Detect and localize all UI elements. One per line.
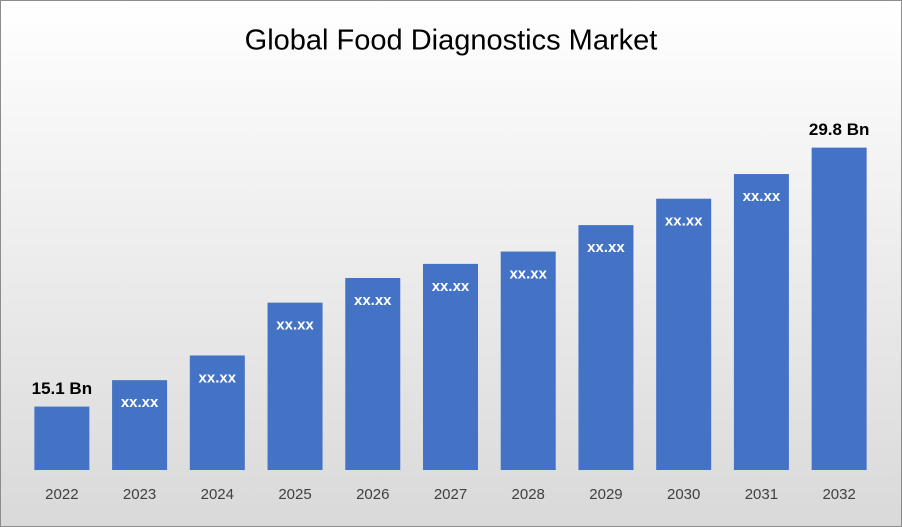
data-label: xx.xx [587, 239, 625, 256]
data-label: 15.1 Bn [32, 379, 92, 398]
data-label: xx.xx [509, 266, 547, 283]
data-label: xx.xx [743, 188, 781, 205]
data-label: xx.xx [354, 292, 392, 309]
data-label: xx.xx [432, 278, 470, 295]
chart-title: Global Food Diagnostics Market [245, 25, 658, 57]
bar [112, 380, 168, 470]
data-label: xx.xx [121, 394, 159, 411]
data-label: 29.8 Bn [809, 120, 869, 139]
data-label: xx.xx [199, 369, 237, 386]
x-tick-label: 2029 [589, 486, 622, 503]
x-tick-label: 2030 [667, 486, 700, 503]
bar [733, 174, 789, 471]
bar [578, 225, 634, 470]
x-tick-label: 2022 [45, 486, 78, 503]
x-tick-label: 2032 [822, 486, 855, 503]
x-tick-label: 2025 [278, 486, 311, 503]
bar [34, 406, 90, 470]
bar [423, 263, 478, 470]
bar [656, 198, 712, 471]
x-tick-label: 2024 [201, 486, 234, 503]
x-tick-label: 2028 [512, 486, 545, 503]
x-tick-label: 2027 [434, 486, 467, 503]
bar [189, 355, 245, 470]
bar [267, 302, 323, 470]
data-label: xx.xx [665, 213, 703, 230]
bar [811, 147, 867, 470]
data-label: xx.xx [276, 317, 314, 334]
bar [345, 277, 401, 470]
bar [500, 251, 556, 470]
x-tick-label: 2031 [745, 486, 778, 503]
x-tick-label: 2023 [123, 486, 156, 503]
x-tick-label: 2026 [356, 486, 389, 503]
